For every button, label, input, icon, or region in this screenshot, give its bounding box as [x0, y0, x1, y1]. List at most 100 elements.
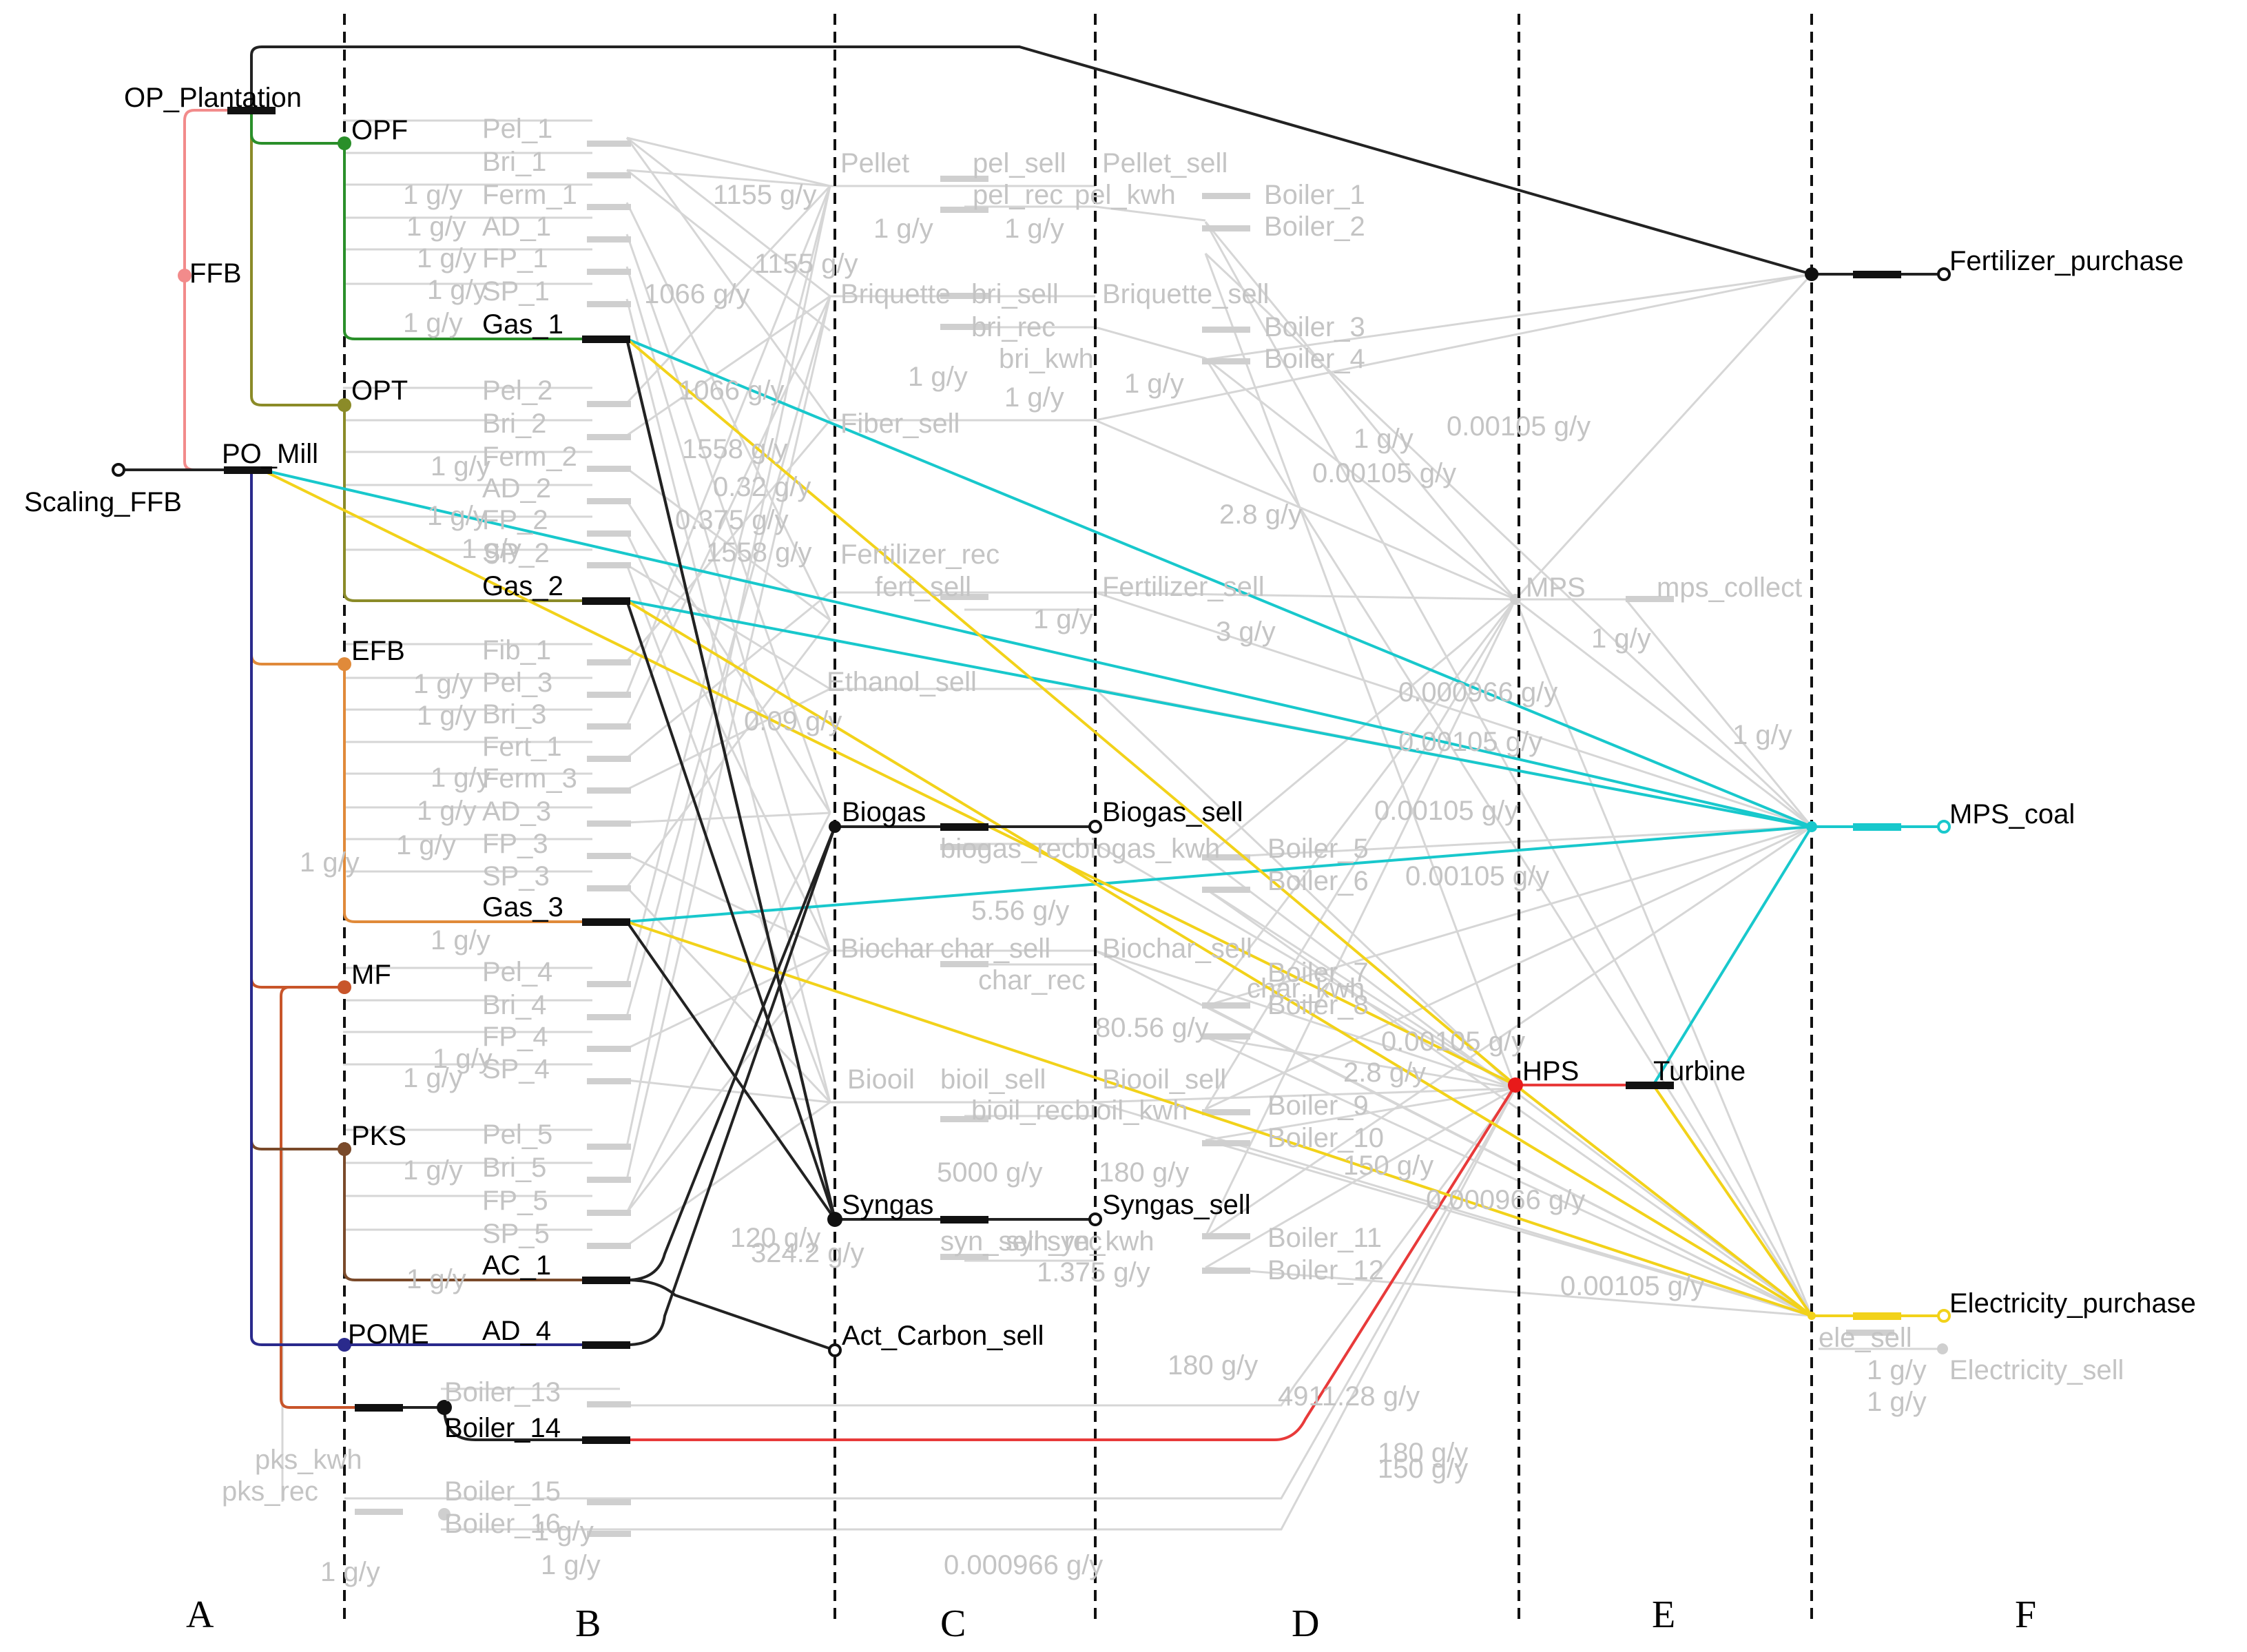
- label-syn-sell: syn_sell: [940, 1226, 1040, 1257]
- label-fertilizer-sell: Fertilizer_sell: [1102, 572, 1265, 602]
- edge-ac1-actcarbon: [626, 1279, 836, 1352]
- flow-1gy-w: 1 g/y: [873, 214, 933, 244]
- label-syn-kwh: syn_kwh: [1047, 1226, 1154, 1257]
- flow-1gy-t: 1 g/y: [320, 1557, 380, 1587]
- label-boiler-2: Boiler_2: [1264, 211, 1365, 242]
- label-boiler-12: Boiler_12: [1267, 1255, 1384, 1286]
- edge-mill-efb: [250, 470, 344, 665]
- flow-000105-g: 0.00105 g/y: [1312, 458, 1456, 488]
- edge-turbine-mps: [1652, 825, 1813, 1086]
- edge-gas2-mps: [626, 599, 1812, 828]
- label-opt: OPT: [351, 375, 408, 406]
- label-bri-4: Bri_4: [482, 990, 546, 1020]
- section-f: F: [2015, 1593, 2036, 1636]
- node-dot-biogas-sell: [1088, 820, 1102, 834]
- label-boiler-4: Boiler_4: [1264, 344, 1365, 374]
- label-bri-rec: bri_rec: [971, 312, 1055, 342]
- label-electricity-purchase: Electricity_purchase: [1949, 1288, 2196, 1319]
- node-dot-hps: [1508, 1077, 1523, 1093]
- edge-gas1-ele: [625, 338, 1517, 1086]
- label-turbine: Turbine: [1653, 1056, 1746, 1086]
- label-pel-5: Pel_5: [482, 1119, 552, 1150]
- label-briquette: Briquette: [840, 279, 951, 309]
- label-briquette-sell: Briquette_sell: [1102, 279, 1269, 309]
- label-boiler-5: Boiler_5: [1267, 834, 1369, 864]
- flow-556: 5.56 g/y: [971, 896, 1069, 926]
- label-bioil-kwh: bioil_kwh: [1075, 1095, 1188, 1126]
- flow-1gy-v: 1 g/y: [534, 1516, 594, 1547]
- label-po-mill: PO_Mill: [222, 439, 318, 469]
- edge-mill-mf: [250, 470, 344, 989]
- edge-gas1-mps: [626, 338, 1812, 828]
- flow-000105-d: 0.00105 g/y: [1405, 861, 1549, 891]
- flow-1gy-p: 1 g/y: [433, 1044, 493, 1074]
- label-bri-3: Bri_3: [482, 699, 546, 730]
- label-boiler-10: Boiler_10: [1267, 1123, 1384, 1153]
- edge-mill-ele: [261, 468, 1516, 1086]
- flow-000105-f: 0.00105 g/y: [1560, 1271, 1704, 1301]
- label-sp-5: SP_5: [482, 1219, 550, 1249]
- node-dot-syngas-sell: [1088, 1212, 1102, 1226]
- label-op-plantation: OP_Plantation: [124, 83, 302, 113]
- label-ad-3: AD_3: [482, 796, 551, 827]
- flow-180-a: 180 g/y: [1099, 1157, 1189, 1188]
- flow-1gy-af: 1 g/y: [1867, 1355, 1927, 1385]
- label-pellet: Pellet: [840, 148, 909, 178]
- unit-bars: [224, 107, 1901, 1444]
- label-fertilizer-purchase: Fertilizer_purchase: [1949, 246, 2184, 276]
- flow-000105-c: 0.00105 g/y: [1374, 796, 1518, 826]
- flow-1gy-ac: 1 g/y: [1354, 424, 1414, 454]
- node-labels: OP_Plantation FFB Scaling_FFB PO_Mill OP…: [24, 83, 2196, 1443]
- label-biogas: Biogas: [842, 797, 926, 827]
- flow-1gy-y: 1 g/y: [908, 362, 968, 392]
- label-fertilizer-rec: Fertilizer_rec: [840, 539, 1000, 570]
- label-ferm-1: Ferm_1: [482, 180, 577, 210]
- edge-ad4-biogas: [626, 826, 836, 1346]
- label-pel-kwh: pel_kwh: [1075, 180, 1176, 210]
- flow-1gy-q: 1 g/y: [403, 1063, 463, 1093]
- flow-1gy-u: 1 g/y: [541, 1550, 601, 1580]
- flow-3: 3 g/y: [1216, 617, 1276, 647]
- flow-1gy-h: 1 g/y: [462, 534, 521, 564]
- edge-ffb: [183, 109, 238, 471]
- node-dot-fertilizer-purchase: [1937, 267, 1951, 281]
- label-gas-3: Gas_3: [482, 892, 563, 922]
- flow-1gy-b: 1 g/y: [406, 211, 466, 242]
- flow-000105-a: 0.00105 g/y: [1447, 411, 1591, 442]
- label-bioil-sell: bioil_sell: [940, 1064, 1046, 1095]
- edge-turbine-ele: [1652, 1084, 1813, 1317]
- flow-120: 120 g/y: [730, 1223, 820, 1253]
- label-opf: OPF: [351, 115, 408, 145]
- node-dot-scaling: [112, 463, 125, 477]
- flow-1155-a: 1155 g/y: [713, 180, 817, 210]
- label-ethanol-sell: Ethanol_sell: [827, 667, 977, 697]
- node-dot-fert-junction: [1805, 267, 1819, 281]
- flow-1gy-g: 1 g/y: [427, 501, 487, 531]
- label-boiler-7: Boiler_7: [1267, 958, 1369, 988]
- flow-150-b: 150 g/y: [1378, 1454, 1468, 1484]
- label-boiler-15: Boiler_15: [444, 1476, 561, 1507]
- node-dot-opt: [338, 398, 351, 412]
- label-ffb: FFB: [189, 258, 242, 289]
- label-boiler-11: Boiler_11: [1267, 1223, 1382, 1253]
- label-syn-rec: syn_rec: [1006, 1226, 1102, 1257]
- flow-180-b: 180 g/y: [1168, 1350, 1258, 1381]
- label-char-sell: char_sell: [940, 933, 1050, 964]
- label-pel-rec: pel_rec: [973, 180, 1063, 210]
- label-syngas: Syngas: [842, 1190, 933, 1220]
- label-pel-3: Pel_3: [482, 668, 552, 698]
- flow-0000966-a: 0.000966 g/y: [1398, 677, 1557, 708]
- node-dot-pks: [338, 1142, 351, 1156]
- flow-000105-e: 0.00105 g/y: [1381, 1026, 1525, 1057]
- node-dot-pome: [338, 1338, 351, 1352]
- label-sp-3: SP_3: [482, 861, 550, 891]
- label-bioil-rec: bioil_rec: [971, 1095, 1074, 1126]
- label-mps-collect: mps_collect: [1657, 572, 1802, 603]
- label-fiber-sell: Fiber_sell: [840, 409, 960, 439]
- node-dot-boiler: [437, 1400, 452, 1415]
- label-biochar: Biochar: [840, 933, 934, 964]
- edge-plantation-opt: [250, 110, 344, 406]
- section-d: D: [1292, 1602, 1319, 1645]
- label-fp-3: FP_3: [482, 829, 548, 859]
- node-dots: [112, 136, 1951, 1415]
